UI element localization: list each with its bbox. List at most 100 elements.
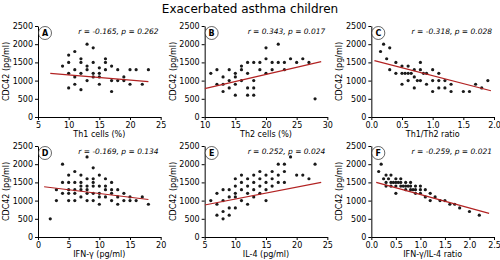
scatter-point [85, 43, 88, 46]
scatter-point [215, 214, 218, 217]
regression-line [376, 182, 489, 213]
tick-label: 0 [195, 113, 200, 122]
scatter-point [443, 86, 446, 89]
scatter-point [258, 68, 261, 71]
scatter-point [209, 199, 212, 202]
tick-mark [202, 237, 205, 238]
tick: 500 [351, 95, 371, 104]
tick-label: 1.5 [439, 241, 452, 250]
panel: 0.00.51.01.52.02.505001000150020002500IF… [335, 142, 500, 259]
scatter-point [79, 57, 82, 60]
scatter-point [389, 174, 392, 177]
tick: 15 [261, 237, 271, 250]
tick-label: 2000 [179, 160, 199, 169]
y-axis-title: CDC42 (pg/ml) [2, 42, 11, 101]
tick: 2500 [13, 22, 38, 31]
scatter-point [85, 64, 88, 67]
tick-label: 1500 [13, 58, 33, 67]
y-axis-title: CDC42 (pg/ml) [169, 42, 178, 101]
scatter-point [387, 177, 390, 180]
plot-area [205, 43, 322, 101]
tick-label: 1500 [179, 178, 199, 187]
tick-label: 500 [184, 215, 199, 224]
tick-mark [35, 219, 38, 220]
scatter-point [252, 61, 255, 64]
tick: 1500 [346, 178, 371, 187]
scatter-point [246, 184, 249, 187]
tick-label: 30 [323, 121, 333, 130]
tick: 1500 [13, 178, 38, 187]
tick-mark [368, 44, 371, 45]
tick-label: 1500 [346, 58, 366, 67]
tick-mark [99, 237, 100, 240]
scatter-point [67, 174, 70, 177]
scatter-point [468, 90, 471, 93]
scatter-point [399, 181, 402, 184]
tick-mark [202, 146, 205, 147]
tick-mark [35, 237, 38, 238]
x-axis-title: Th2 cells (%) [239, 130, 292, 139]
tick-label: 1.0 [415, 241, 428, 250]
tick-label: 1000 [13, 197, 33, 206]
scatter-point [478, 214, 481, 217]
tick-label: 1000 [346, 77, 366, 86]
scatter-point [79, 61, 82, 64]
tick-label: 0 [195, 233, 200, 242]
scatter-point [234, 184, 237, 187]
scatter-point [128, 68, 131, 71]
scatter-point [228, 79, 231, 82]
scatter-point [449, 83, 452, 86]
scatter-point [409, 184, 412, 187]
tick: 1000 [179, 197, 204, 206]
tick: 2000 [346, 160, 371, 169]
scatter-point [431, 90, 434, 93]
scatter-point [215, 192, 218, 195]
scatter-point [98, 66, 101, 69]
scatter-point [228, 195, 231, 198]
tick-label: 2500 [346, 22, 366, 31]
scatter-point [104, 188, 107, 191]
tick-mark [35, 146, 38, 147]
scatter-point [404, 181, 407, 184]
tick-mark [161, 117, 162, 120]
panel-label-badge [39, 147, 52, 160]
tick: 500 [18, 215, 38, 224]
tick-mark [368, 219, 371, 220]
scatter-point [234, 75, 237, 78]
scatter-point [394, 61, 397, 64]
panel-label: B [209, 29, 215, 38]
tick-label: 2000 [346, 40, 366, 49]
tick-mark [266, 117, 267, 120]
scatter-point [104, 195, 107, 198]
tick: 15 [231, 117, 241, 130]
scatter-point [271, 61, 274, 64]
y-axis: 05001000150020002500 [346, 142, 372, 242]
tick-label: 0.0 [365, 241, 378, 250]
tick-label: 1500 [346, 178, 366, 187]
scatter-point [252, 174, 255, 177]
scatter-point [67, 181, 70, 184]
panel: 0510152005001000150020002500IFN-γ (pg/ml… [2, 142, 166, 259]
scatter-point [240, 181, 243, 184]
scatter-point [271, 184, 274, 187]
x-axis: 0.00.51.01.52.0 [365, 117, 500, 130]
panel: 0.00.51.01.52.005001000150020002500Th1/T… [335, 22, 500, 139]
scatter-point [228, 206, 231, 209]
tick-label: 2500 [179, 22, 199, 31]
scatter-point [462, 90, 465, 93]
tick-mark [35, 26, 38, 27]
x-axis: 510152025 [203, 237, 333, 250]
panel-label: A [42, 29, 49, 38]
panel-label-badge [372, 27, 385, 40]
regression-line [205, 182, 322, 205]
scatter-point [277, 61, 280, 64]
scatter-point [252, 79, 255, 82]
tick: 2000 [13, 40, 38, 49]
scatter-point [228, 68, 231, 71]
scatter-point [407, 79, 410, 82]
scatter-point [234, 83, 237, 86]
scatter-point [73, 50, 76, 53]
tick-label: 2000 [346, 160, 366, 169]
tick-mark [445, 237, 446, 240]
scatter-point [128, 83, 131, 86]
